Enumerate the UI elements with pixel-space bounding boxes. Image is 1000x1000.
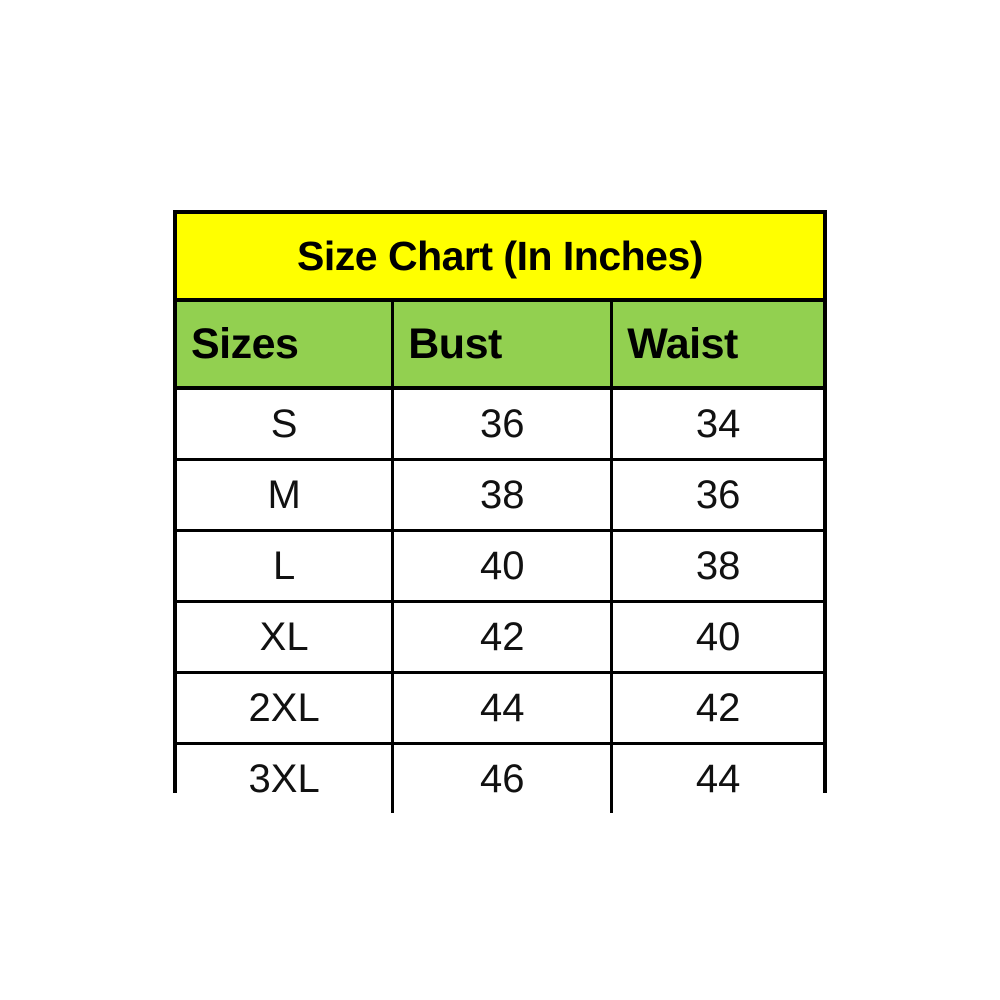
cell-size: M bbox=[177, 458, 395, 531]
cell-size: 2XL bbox=[177, 671, 395, 744]
column-header-bust: Bust bbox=[392, 300, 614, 390]
cell-waist: 44 bbox=[611, 742, 823, 813]
cell-size: L bbox=[177, 529, 395, 602]
cell-waist: 34 bbox=[611, 386, 823, 460]
cell-waist: 40 bbox=[611, 600, 823, 673]
size-chart-table: Size Chart (In Inches) Sizes Bust Waist … bbox=[173, 210, 827, 813]
cell-bust: 40 bbox=[392, 529, 614, 602]
title-row: Size Chart (In Inches) bbox=[177, 214, 823, 302]
column-header-row: Sizes Bust Waist bbox=[177, 300, 823, 390]
table-row: M 38 36 bbox=[177, 458, 823, 531]
table-row: XL 42 40 bbox=[177, 600, 823, 673]
chart-title: Size Chart (In Inches) bbox=[177, 214, 823, 302]
size-chart-grid: Size Chart (In Inches) Sizes Bust Waist … bbox=[177, 214, 823, 813]
cell-size: S bbox=[177, 386, 395, 460]
cell-bust: 36 bbox=[392, 386, 614, 460]
cell-waist: 42 bbox=[611, 671, 823, 744]
cell-bust: 46 bbox=[392, 742, 614, 813]
cell-bust: 38 bbox=[392, 458, 614, 531]
column-header-sizes: Sizes bbox=[177, 300, 395, 390]
cell-waist: 38 bbox=[611, 529, 823, 602]
table-row: L 40 38 bbox=[177, 529, 823, 602]
cell-waist: 36 bbox=[611, 458, 823, 531]
table-row: 3XL 46 44 bbox=[177, 742, 823, 813]
table-row: 2XL 44 42 bbox=[177, 671, 823, 744]
cell-size: XL bbox=[177, 600, 395, 673]
cell-bust: 44 bbox=[392, 671, 614, 744]
cell-size: 3XL bbox=[177, 742, 395, 813]
column-header-waist: Waist bbox=[611, 300, 823, 390]
table-row: S 36 34 bbox=[177, 386, 823, 460]
cell-bust: 42 bbox=[392, 600, 614, 673]
